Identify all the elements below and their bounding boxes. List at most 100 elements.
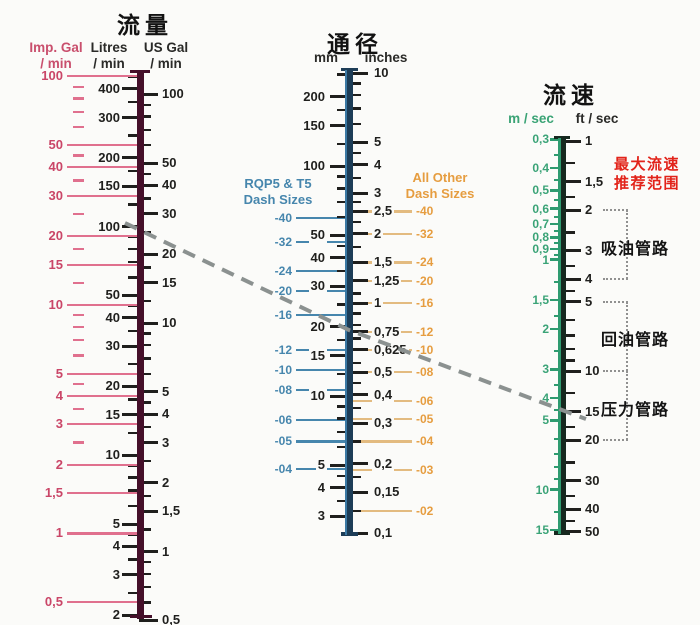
usgal-tick-label: 3 [162, 434, 170, 450]
ft-sec-tick-label: 5 [585, 293, 593, 309]
usgal-tick-label: 15 [162, 274, 177, 290]
inches-header: inches [364, 50, 408, 65]
rqp5-dash-label: -20 [274, 283, 292, 298]
m-sec-tick-label: 0,3 [532, 132, 549, 147]
tick [337, 73, 350, 76]
mm-tick-label: 100 [301, 158, 327, 175]
tick [554, 153, 561, 156]
litres-tick-label: 40 [105, 309, 120, 325]
us-gal-header: US Gal / min [143, 40, 189, 71]
tick [139, 560, 151, 564]
line-type-label: 回油管路 [600, 332, 669, 350]
imp-gal-line [67, 372, 137, 375]
rqp5-dash-label: -40 [274, 211, 292, 226]
tick [128, 169, 141, 173]
orange-dash-label: -12 [416, 324, 434, 339]
tick [128, 504, 141, 508]
mm-tick-label: 30 [308, 278, 327, 295]
tick [337, 200, 350, 203]
mm-tick-label: 10 [308, 388, 327, 405]
orange-dash-line [352, 509, 412, 512]
tick [122, 116, 141, 120]
tick [122, 453, 141, 457]
line-type-label: 吸油管路 [600, 240, 669, 258]
imp-gal-line [67, 75, 137, 78]
tick [73, 383, 84, 386]
imp-gal-line [67, 601, 137, 604]
usgal-tick-label: 50 [162, 155, 177, 171]
inches-tick-label: 1 [372, 295, 384, 311]
imp-gal-line [67, 143, 137, 147]
tick [337, 499, 350, 503]
imp-tick-label: 50 [48, 137, 63, 153]
litres-tick-label: 50 [105, 287, 120, 303]
tick [128, 431, 141, 435]
tick [73, 85, 84, 88]
inches-tick-label: 10 [372, 65, 391, 81]
tick [122, 544, 141, 548]
ft-sec-tick-label: 1,5 [585, 173, 604, 189]
tick [337, 215, 350, 219]
ft-sec-tick-label: 10 [585, 363, 600, 378]
inches-tick-label: 4 [372, 156, 384, 173]
inches-tick-label: 0,2 [372, 455, 395, 472]
tick [139, 481, 158, 485]
tick [139, 601, 151, 604]
usgal-tick-label: 10 [162, 315, 177, 331]
inches-tick-label: 3 [372, 185, 384, 202]
ft-sec-header: ft / sec [575, 111, 619, 126]
bore-scale-bar [345, 70, 353, 535]
tick [73, 339, 84, 342]
tick [563, 520, 575, 523]
imp-tick-label: 20 [48, 228, 63, 244]
tick [554, 215, 561, 218]
inches-tick-label: 2 [372, 225, 384, 242]
orange-dash-label: -10 [416, 342, 434, 357]
m-sec-tick [550, 488, 561, 491]
tick [122, 184, 141, 188]
tick [130, 69, 150, 74]
tick [330, 463, 350, 467]
ft-sec-tick-label: 15 [585, 403, 600, 419]
rqp5-dash-label: -16 [274, 307, 292, 322]
m-sec-tick [550, 138, 561, 141]
usgal-tick-label: 1,5 [162, 503, 181, 519]
rqp5-dash-label: -12 [274, 342, 292, 357]
imp-tick-label: 3 [55, 416, 63, 432]
tick [563, 425, 575, 429]
tick [348, 122, 361, 126]
tick [554, 453, 561, 456]
usgal-tick-label: 2 [162, 474, 170, 490]
ft-sec-tick-label: 1 [585, 133, 593, 148]
inches-tick-label: 0,625 [372, 341, 409, 358]
tick [348, 509, 361, 512]
m-sec-tick-label: 5 [542, 413, 549, 428]
tick [337, 474, 350, 478]
mm-tick-label: 20 [308, 318, 327, 335]
imp-tick-label: 4 [55, 387, 63, 403]
m-sec-tick [550, 207, 561, 210]
mm-tick-label: 200 [301, 88, 327, 105]
tick [348, 107, 361, 110]
mm-tick-label: 50 [308, 227, 327, 244]
tick [563, 494, 575, 498]
tick [348, 209, 368, 213]
m-sec-tick-label: 15 [535, 523, 549, 538]
tick [563, 530, 581, 534]
mm-tick-label: 4 [315, 479, 327, 496]
tick [337, 109, 350, 112]
bracket-vertical [626, 371, 628, 441]
tick [348, 531, 368, 535]
tick [73, 325, 84, 329]
tick [554, 178, 561, 181]
imp-gal-line [67, 263, 137, 266]
tick [139, 143, 151, 147]
litres-tick-label: 3 [112, 566, 120, 582]
tick [139, 103, 151, 107]
tick [128, 101, 141, 104]
mm-tick-label: 15 [308, 347, 327, 364]
tick [73, 125, 84, 129]
tick [139, 426, 151, 429]
tick [139, 172, 151, 175]
